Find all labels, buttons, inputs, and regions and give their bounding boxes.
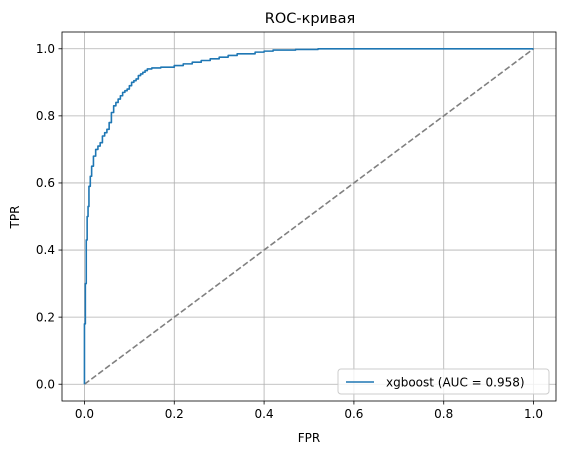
x-tick-label: 0.0 [75,407,94,421]
plot-frame [61,31,557,402]
x-tick-label: 0.8 [434,407,453,421]
x-tick-label: 0.2 [165,407,184,421]
x-axis-label: FPR [298,431,320,445]
legend: xgboost (AUC = 0.958) [337,368,550,395]
legend-box [337,368,550,395]
y-tick-label: 0.0 [36,377,55,391]
chart-title: ROC-кривая [265,11,355,27]
grid [62,32,556,401]
chance-diagonal-line [83,48,535,385]
x-axis-ticks: 0.0 0.2 0.4 0.6 0.8 1.0 [75,401,543,421]
y-axis-ticks: 0.0 0.2 0.4 0.6 0.8 1.0 [36,42,62,391]
roc-curve-line [83,47,534,385]
y-tick-label: 0.8 [36,109,55,123]
y-tick-label: 1.0 [36,42,55,56]
x-tick-label: 0.6 [344,407,363,421]
x-tick-label: 1.0 [524,407,543,421]
series-layer [83,47,535,385]
y-axis-label: TPR [8,206,22,230]
y-tick-label: 0.4 [36,243,55,257]
y-tick-label: 0.2 [36,310,55,324]
legend-label: xgboost (AUC = 0.958) [386,376,525,390]
y-tick-label: 0.6 [36,176,55,190]
x-tick-label: 0.4 [255,407,274,421]
